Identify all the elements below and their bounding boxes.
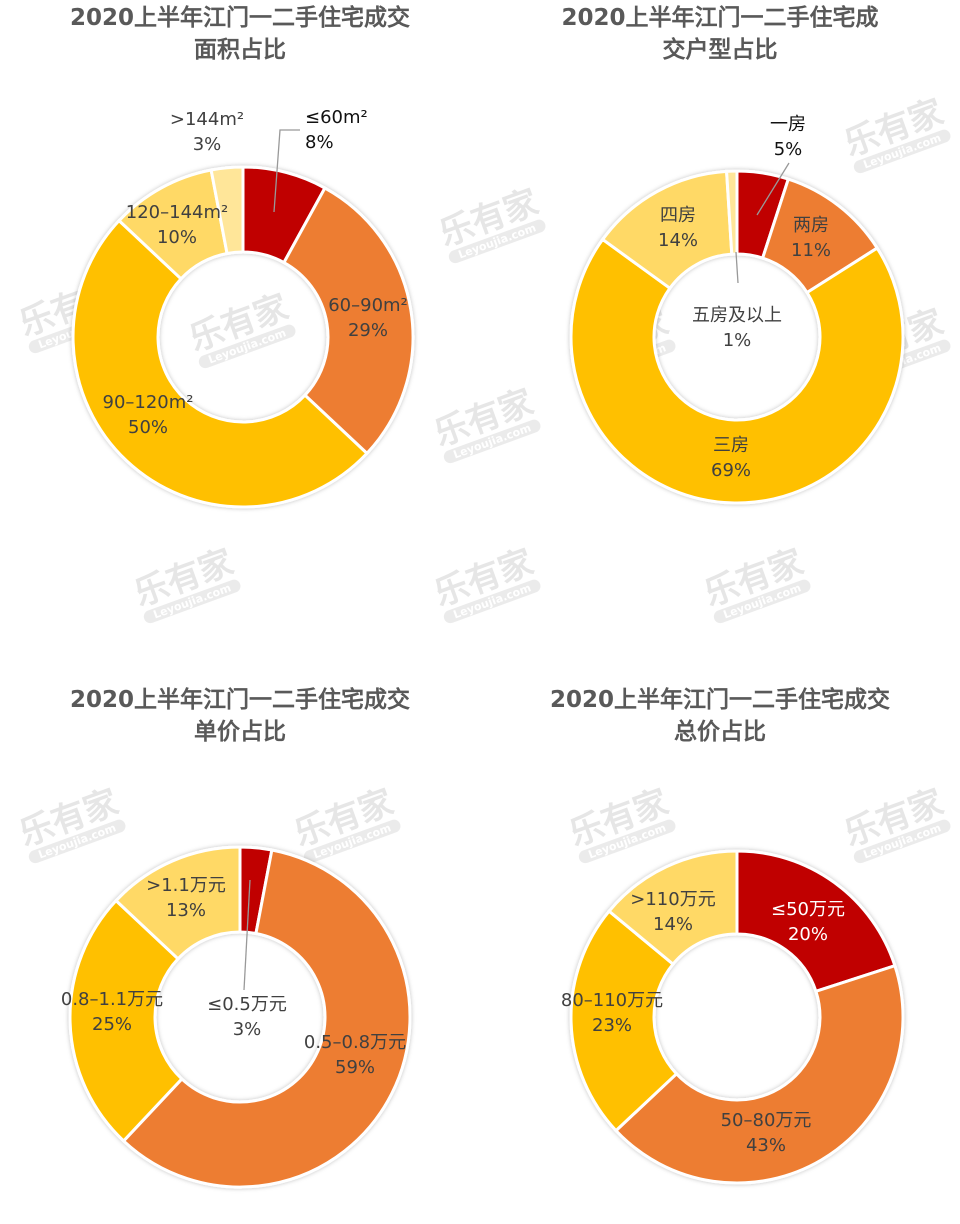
data-label: 四房 14% — [657, 205, 699, 251]
data-label: 120–144m² 10% — [125, 202, 229, 248]
data-label: >1.1万元 13% — [146, 875, 226, 921]
data-label: 三房 69% — [710, 435, 752, 481]
leader-line — [273, 129, 300, 213]
data-label: 90–120m² 50% — [102, 392, 194, 438]
leader-line — [756, 162, 790, 216]
donut-slice — [569, 909, 679, 1133]
donut-slice — [71, 218, 370, 509]
data-label: 60–90m² 29% — [328, 295, 408, 341]
data-label: 80–110万元 23% — [560, 990, 664, 1036]
data-label: 五房及以上 1% — [692, 305, 782, 351]
donut-slice — [569, 237, 905, 505]
donut-slice — [613, 963, 905, 1185]
data-label: 0.5–0.8万元 59% — [303, 1032, 407, 1078]
donut-chart-2 — [569, 169, 905, 505]
donut-slice — [281, 185, 415, 456]
chart-title-layout: 2020上半年江门一二手住宅成 交户型占比 — [561, 5, 879, 63]
data-label: ≤50万元 20% — [771, 899, 845, 945]
chart-title-total-price: 2020上半年江门一二手住宅成交 总价占比 — [549, 687, 890, 745]
data-label: 一房 5% — [770, 114, 806, 160]
donut-slice — [68, 898, 184, 1144]
donut-slice — [113, 845, 242, 961]
leader-line — [243, 879, 251, 991]
donut-chart-1 — [71, 165, 415, 509]
donut-slice — [209, 165, 245, 256]
data-label: >144m² 3% — [169, 109, 245, 155]
donut-slice — [724, 169, 739, 256]
chart-title-area: 2020上半年江门一二手住宅成交 面积占比 — [69, 5, 410, 63]
data-label: 50–80万元 43% — [720, 1110, 812, 1156]
data-label: ≤60m² 8% — [305, 107, 368, 153]
chart-title-unit-price: 2020上半年江门一二手住宅成交 单价占比 — [69, 687, 410, 745]
donut-chart-3 — [68, 845, 412, 1189]
donut-slice — [735, 849, 897, 994]
data-label: >110万元 14% — [630, 889, 716, 935]
donut-slice — [606, 849, 739, 967]
data-label: 0.8–1.1万元 25% — [60, 989, 164, 1035]
donut-chart-4 — [569, 849, 905, 1185]
donut-slice — [121, 848, 412, 1189]
leader-line — [735, 251, 739, 284]
data-label: ≤0.5万元 3% — [207, 994, 287, 1040]
data-label: 两房 11% — [790, 215, 832, 261]
